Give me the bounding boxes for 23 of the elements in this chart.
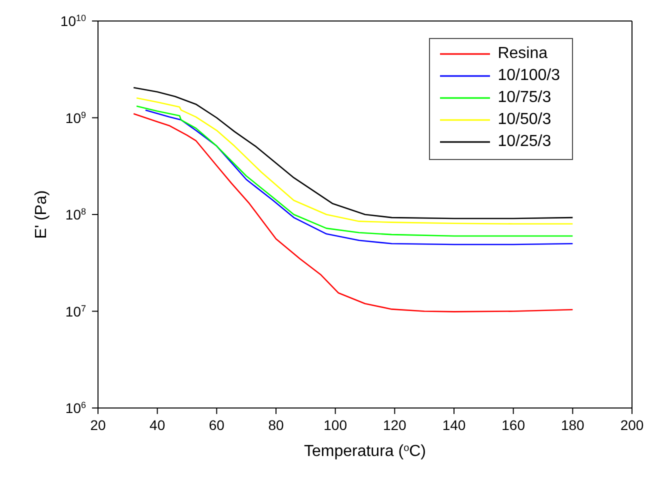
- legend-label: 10/25/3: [498, 133, 552, 151]
- x-tick-label: 100: [324, 417, 348, 433]
- x-tick-label: 120: [382, 417, 407, 433]
- x-tick-label: 180: [560, 417, 585, 433]
- y-tick-label: 10$^{9}$: [65, 110, 86, 126]
- x-tick-label: 20: [90, 417, 106, 433]
- line-series: [132, 113, 574, 312]
- legend-label: Resina: [498, 45, 548, 63]
- x-tick-label: 160: [502, 417, 526, 433]
- x-tick-label: 140: [442, 417, 466, 433]
- x-tick-label: 60: [208, 417, 225, 433]
- x-axis-title: Temperatura ($^{o}$C): [304, 442, 426, 460]
- y-tick-label: 10$^{6}$: [65, 400, 86, 416]
- x-tick-label: 40: [150, 417, 166, 433]
- y-tick-label: 10$^{8}$: [65, 206, 86, 222]
- legend-label: 10/100/3: [498, 67, 560, 85]
- legend-label: 10/75/3: [498, 89, 552, 107]
- x-tick-label: 200: [620, 417, 644, 433]
- y-tick-label: 10$^{7}$: [65, 303, 86, 320]
- y-axis-title: E' (Pa): [33, 190, 50, 239]
- y-tick-label: 10$^{10}$: [60, 13, 86, 29]
- x-tick-label: 80: [268, 417, 284, 433]
- legend-label: 10/50/3: [498, 111, 552, 129]
